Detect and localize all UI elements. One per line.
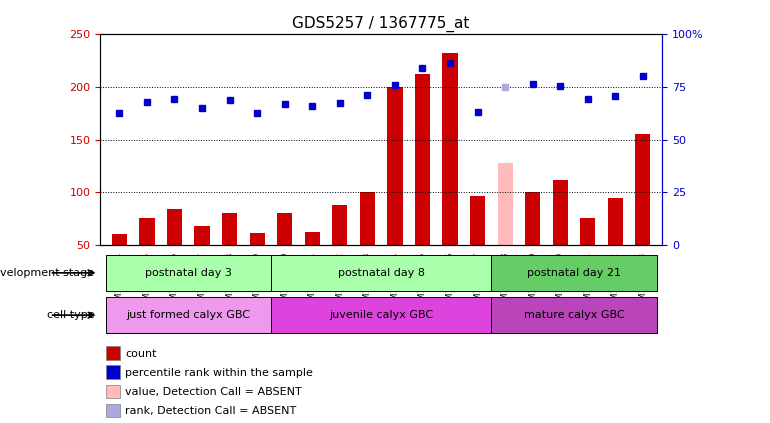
- Bar: [635, 135, 651, 245]
- Bar: [222, 213, 237, 245]
- Text: percentile rank within the sample: percentile rank within the sample: [126, 368, 313, 378]
- Bar: [415, 74, 430, 245]
- Bar: [443, 53, 457, 245]
- FancyBboxPatch shape: [491, 297, 657, 333]
- Text: cell type: cell type: [47, 310, 95, 320]
- Bar: [553, 180, 567, 245]
- Bar: [105, 404, 120, 417]
- Bar: [360, 192, 375, 245]
- Text: postnatal day 8: postnatal day 8: [338, 268, 424, 278]
- Bar: [105, 365, 120, 379]
- Bar: [277, 213, 293, 245]
- Text: value, Detection Call = ABSENT: value, Detection Call = ABSENT: [126, 387, 302, 397]
- Title: GDS5257 / 1367775_at: GDS5257 / 1367775_at: [293, 16, 470, 33]
- Text: count: count: [126, 349, 157, 359]
- Text: development stage: development stage: [0, 268, 95, 278]
- Text: mature calyx GBC: mature calyx GBC: [524, 310, 624, 320]
- Bar: [105, 385, 120, 398]
- Bar: [332, 205, 347, 245]
- Text: just formed calyx GBC: just formed calyx GBC: [126, 310, 250, 320]
- Bar: [470, 195, 485, 245]
- Text: postnatal day 3: postnatal day 3: [145, 268, 232, 278]
- FancyBboxPatch shape: [271, 255, 491, 291]
- Text: rank, Detection Call = ABSENT: rank, Detection Call = ABSENT: [126, 406, 296, 416]
- Bar: [387, 87, 403, 245]
- FancyBboxPatch shape: [491, 255, 657, 291]
- Bar: [105, 346, 120, 360]
- FancyBboxPatch shape: [271, 297, 491, 333]
- Bar: [305, 232, 320, 245]
- Bar: [249, 233, 265, 245]
- Bar: [195, 226, 209, 245]
- Bar: [167, 209, 182, 245]
- Bar: [497, 163, 513, 245]
- Text: postnatal day 21: postnatal day 21: [527, 268, 621, 278]
- Bar: [608, 198, 623, 245]
- Bar: [525, 192, 541, 245]
- Bar: [139, 218, 155, 245]
- Text: juvenile calyx GBC: juvenile calyx GBC: [329, 310, 434, 320]
- Bar: [581, 218, 595, 245]
- Bar: [112, 233, 127, 245]
- FancyBboxPatch shape: [105, 255, 271, 291]
- FancyBboxPatch shape: [105, 297, 271, 333]
